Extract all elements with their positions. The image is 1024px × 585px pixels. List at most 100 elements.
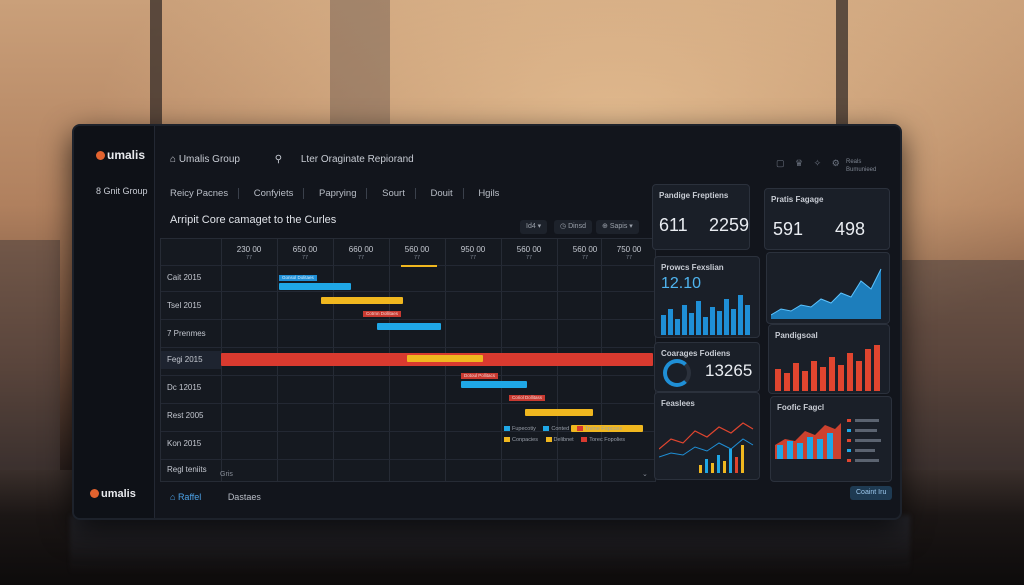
twitter-icon[interactable]: ✧ [813, 158, 822, 168]
column-header: 560 00 [516, 245, 542, 254]
metric-value: 611 [659, 215, 688, 235]
legend-list [847, 419, 881, 462]
legend-item: Conted [543, 426, 569, 432]
donut-card[interactable]: Coarages Fodiens 13265 [654, 342, 760, 392]
column-subheader: 77 [581, 255, 589, 261]
column-subheader: 77 [357, 255, 365, 261]
column-header: 560 00 [572, 245, 598, 254]
row-highlight [161, 351, 221, 369]
column-header: 950 00 [460, 245, 486, 254]
footer-label[interactable]: Gris [220, 471, 233, 478]
task-tag[interactable]: Coriol Dollitass [509, 395, 546, 401]
gantt-chart: 230 00 77 650 00 77 660 00 77 560 00 77 … [160, 238, 656, 482]
building [0, 240, 60, 470]
tab-other[interactable]: Dastaes [227, 492, 261, 502]
gear-icon[interactable]: ⚙ [831, 158, 840, 168]
sidebar-brand[interactable]: umalis [90, 488, 136, 500]
legend-item: Torec Fopolies [581, 437, 625, 443]
zoom-dropdown[interactable]: Id4 ▾ [520, 220, 548, 234]
column-subheader: 77 [469, 255, 477, 261]
task-bar[interactable] [571, 425, 643, 432]
metric-card[interactable]: Pratis Fagage 591 498 [764, 188, 890, 250]
column-header: 750 00 [616, 245, 642, 254]
task-bar[interactable] [377, 323, 441, 330]
tab[interactable]: Paprying [318, 188, 368, 199]
legend-item: Fupecotiy [504, 426, 536, 432]
column-subheader: 77 [625, 255, 633, 261]
view-dropdown[interactable]: ◷ Dinsd [554, 220, 592, 234]
metric-value: 591 [773, 219, 804, 239]
brand-logo[interactable]: umalis [96, 148, 145, 162]
column-header: 660 00 [348, 245, 374, 254]
column-subheader: 77 [525, 255, 533, 261]
mixed-chart-card[interactable]: Foofic Fagcl [770, 396, 892, 482]
bar-chart-card[interactable]: Prowcs Fexslian 12.10 [654, 256, 760, 338]
window-pillar [150, 0, 162, 130]
grid-line [161, 375, 655, 376]
grid-line [161, 431, 655, 432]
column-subheader: 77 [413, 255, 421, 261]
crown-icon[interactable]: ♛ [795, 158, 804, 168]
row-label[interactable]: Fegi 2015 [167, 355, 203, 364]
line-chart-card[interactable]: Feaslees [654, 392, 760, 480]
row-label[interactable]: 7 Prenmes [167, 329, 206, 338]
header-icons: ▢ ♛ ✧ ⚙ [776, 158, 848, 169]
column-header: 560 00 [404, 245, 430, 254]
action-button[interactable]: Coaint Iru [850, 486, 893, 500]
row-label[interactable]: Kon 2015 [167, 439, 202, 448]
workspace-selector[interactable]: ⌂ Umalis Group [170, 154, 240, 165]
task-bar[interactable] [407, 355, 483, 362]
search-field[interactable]: ⚲ Lter Oraginate Repiorand [274, 154, 414, 165]
desk-reflection [70, 515, 910, 575]
grid-line [161, 347, 655, 348]
chevron-down-icon[interactable]: ⌄ [642, 471, 648, 478]
logo-icon [90, 489, 99, 498]
tab-active[interactable]: ⌂ Raffel [170, 492, 202, 502]
mixed-bar-chart [775, 423, 841, 459]
column-header: 650 00 [292, 245, 318, 254]
task-tag[interactable]: Gonsol Dolitaes [279, 275, 317, 281]
grid-line [161, 459, 655, 460]
clipboard-icon[interactable]: ▢ [776, 158, 785, 168]
search-icon: ⚲ [274, 154, 283, 165]
red-bar-chart-card[interactable]: Pandigsoal [768, 324, 890, 394]
bottom-tabs: ⌂ Raffel Dastaes [170, 492, 273, 502]
metric-value: 12.10 [661, 275, 702, 292]
grid-line [161, 291, 655, 292]
task-bar[interactable] [525, 409, 593, 416]
row-label[interactable]: Dc 12015 [167, 383, 202, 392]
blue-bar-chart [661, 295, 750, 335]
tab[interactable]: Douit [430, 188, 464, 199]
tab[interactable]: Reicy Pacnes [170, 188, 240, 199]
legend-swatch [545, 437, 552, 442]
task-bar[interactable] [321, 297, 403, 304]
red-bar-chart [775, 345, 880, 391]
row-label[interactable]: Cait 2015 [167, 273, 202, 282]
today-marker [401, 265, 437, 267]
tab-bar: Reicy Pacnes Confyiets Paprying Sourt Do… [170, 188, 521, 199]
task-tag[interactable]: Dotoul Pollitacs [461, 373, 499, 379]
tab[interactable]: Confyiets [253, 188, 305, 199]
tab[interactable]: Sourt [382, 188, 416, 199]
window-pillar [836, 0, 848, 140]
legend-item: Conpacies [504, 437, 538, 443]
row-label[interactable]: Tsel 2015 [167, 301, 202, 310]
grid-line [161, 403, 655, 404]
row-label[interactable]: Rest 2005 [167, 411, 204, 420]
header-side-text: Reals Bumunieed [846, 159, 877, 173]
task-bar[interactable] [461, 381, 527, 388]
donut-chart [663, 359, 691, 387]
grid-line [161, 319, 655, 320]
task-tag[interactable]: Cotrnn Dollitaes [363, 311, 402, 317]
task-bar[interactable] [279, 283, 351, 290]
building [330, 0, 390, 130]
legend-swatch [504, 437, 510, 442]
legend-item: Delibnet [545, 437, 574, 443]
area-chart-card[interactable] [766, 252, 890, 324]
building [900, 260, 1024, 470]
tab[interactable]: Hgils [478, 188, 500, 199]
filter-dropdown[interactable]: ⊕ Sapis ▾ [596, 220, 639, 234]
metric-card[interactable]: Pandige Freptiens 611 2259 [652, 184, 750, 250]
sidebar-item-group[interactable]: 8 Gnit Group [96, 186, 148, 196]
row-label[interactable]: Regl teniits [167, 465, 207, 474]
